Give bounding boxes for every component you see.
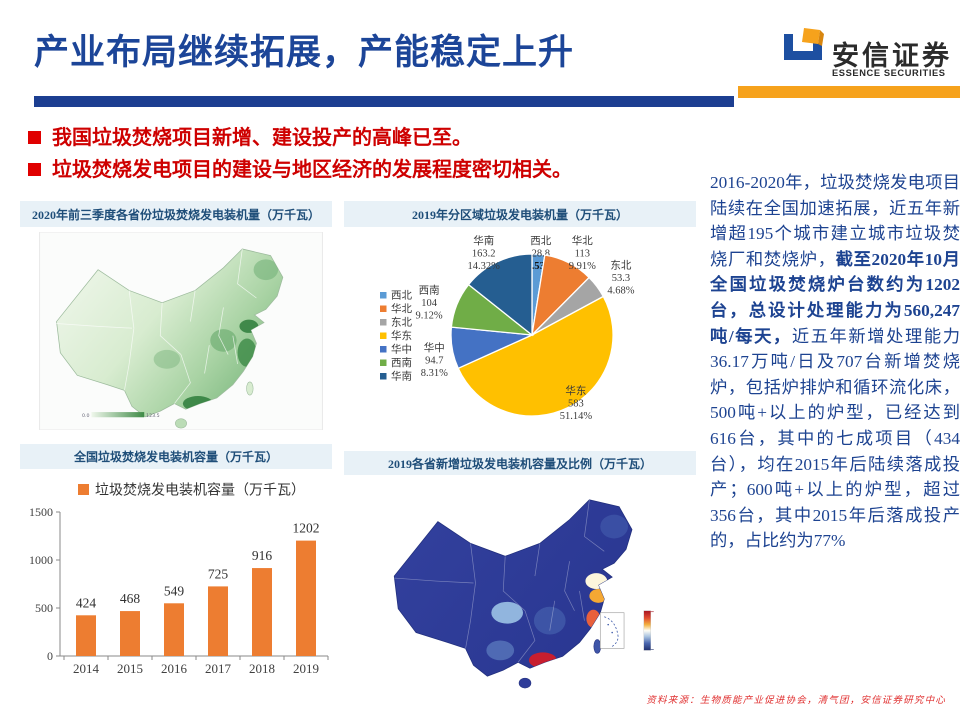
color-scale-bar	[643, 610, 654, 651]
hainan-island	[175, 418, 187, 429]
green-map-title: 2020年前三季度各省份垃圾焚烧发电装机量（万千瓦）	[20, 201, 332, 227]
pie-legend-label-华东: 华东	[391, 329, 412, 342]
x-category-label: 2017	[205, 661, 232, 676]
pie-legend-swatch-西南	[380, 359, 387, 366]
logo-name-en: ESSENCE SECURITIES	[832, 68, 946, 78]
bar-value-label: 916	[252, 548, 273, 563]
page-title: 产业布局继续拓展，产能稳定上升	[34, 33, 575, 72]
pie-label-东北: 东北 53.3 4.68%	[607, 259, 634, 297]
pie-legend-label-东北: 东北	[391, 316, 412, 329]
hainan-island	[518, 677, 532, 689]
logo-name-cn: 安信证券	[832, 41, 952, 71]
x-category-label: 2018	[249, 661, 275, 676]
green-legend-max: 123.5	[146, 413, 159, 419]
x-category-label: 2016	[161, 661, 188, 676]
y-tick-label: 1000	[29, 553, 53, 567]
pie-legend-swatch-华东	[380, 332, 387, 339]
title-underline	[34, 96, 734, 107]
bar-value-label: 1202	[293, 521, 320, 536]
bullet-text: 垃圾焚烧发电项目的建设与地区经济的发展程度密切相关。	[52, 159, 572, 181]
bullet-list: 我国垃圾焚烧项目新增、建设投产的高峰已至。 垃圾焚烧发电项目的建设与地区经济的发…	[28, 124, 572, 188]
logo-underline	[738, 86, 960, 98]
bar-2015	[120, 611, 140, 656]
bullet-square-icon	[28, 131, 41, 144]
pie-slice-华南	[467, 253, 533, 337]
province-borders	[394, 499, 605, 663]
x-category-label: 2019	[293, 661, 319, 676]
pie-legend-label-华南: 华南	[391, 370, 412, 383]
blue-map-title: 2019各省新增垃圾发电装机容量及比例（万千瓦）	[344, 451, 696, 475]
pie-legend-swatch-东北	[380, 319, 387, 326]
text-segment: 近五年新增处理能力36.17万吨/日及707台新增焚烧炉，包括炉排炉和循环流化床…	[710, 326, 960, 551]
province-borders	[56, 248, 257, 404]
essence-securities-logo: 安信证券 ESSENCE SECURITIES	[780, 26, 960, 86]
pie-label-华东: 华东 583 51.14%	[560, 384, 593, 422]
china-map-green: 0.0 123.5	[39, 232, 323, 430]
bar-chart-title: 全国垃圾焚烧发电装机容量（万千瓦）	[20, 444, 332, 469]
y-tick-label: 500	[35, 601, 53, 615]
pie-label-华南: 华南 163.2 14.32%	[468, 234, 501, 272]
province-shading	[153, 259, 279, 412]
south-china-sea-inset	[599, 612, 625, 649]
x-category-label: 2015	[117, 661, 143, 676]
pie-label-西南: 西南 104 9.12%	[416, 283, 443, 321]
green-legend-min: 0.0	[82, 413, 89, 419]
bullet-item: 垃圾焚烧发电项目的建设与地区经济的发展程度密切相关。	[28, 156, 572, 185]
pie-label-西北: 西北 28.8 2.53%	[526, 235, 555, 272]
pie-legend-swatch-华南	[380, 373, 387, 380]
bar-value-label: 424	[76, 595, 97, 610]
pie-label-华中: 华中 94.7 8.31%	[421, 341, 448, 379]
taiwan-island	[593, 639, 602, 654]
bar-2014	[76, 615, 96, 656]
text-segment-bold: 截至2020年10月全国垃圾焚烧炉台数约为1202台，总设计处理能力为560,2…	[710, 249, 960, 346]
y-tick-label: 0	[47, 649, 53, 663]
pie-legend-swatch-西北	[380, 292, 387, 299]
pie-legend-label-西北: 西北	[391, 290, 412, 302]
y-tick-label: 1500	[29, 505, 53, 519]
bullet-item: 我国垃圾焚烧项目新增、建设投产的高峰已至。	[28, 124, 572, 153]
bar-2017	[208, 586, 228, 656]
logo-icon	[784, 28, 824, 60]
pie-slice-华东	[457, 295, 614, 417]
pie-legend-swatch-华中	[380, 346, 387, 353]
bar-chart-svg: 垃圾焚烧发电装机容量（万千瓦） 0 500 1000 1500 424 2014 468 20…	[29, 482, 329, 676]
source-note: 资料来源：生物质能产业促进协会，清气团，安信证券研究中心	[646, 696, 946, 706]
pie-label-华北: 华北 113 9.91%	[569, 234, 596, 272]
pie-legend-label-华中: 华中	[391, 343, 412, 356]
text-segment: 2016-2020年，垃圾焚烧发电项目陆续在全国加速拓展，近五年新增超195个城…	[710, 173, 960, 269]
taiwan-island	[246, 381, 254, 396]
bar-value-label: 725	[208, 566, 229, 581]
right-column-text: 2016-2020年，垃圾焚烧发电项目陆续在全国加速拓展，近五年新增超195个城…	[710, 170, 960, 554]
pie-legend-label-华北: 华北	[391, 302, 412, 315]
province-shading	[486, 514, 629, 669]
bar-2018	[252, 568, 272, 656]
bar-legend-swatch	[78, 484, 89, 495]
bar-2019	[296, 540, 316, 656]
pie-chart-title: 2019年分区域垃圾发电装机量（万千瓦）	[344, 201, 696, 227]
pie-legend-label-西南: 西南	[391, 356, 412, 369]
bar-legend-label: 垃圾焚烧发电装机容量（万千瓦）	[95, 482, 305, 499]
bar-2016	[164, 603, 184, 656]
pie-legend-swatch-华北	[380, 305, 387, 312]
x-category-label: 2014	[73, 661, 100, 676]
bullet-square-icon	[28, 163, 41, 176]
bar-value-label: 549	[164, 583, 185, 598]
bullet-text: 我国垃圾焚烧项目新增、建设投产的高峰已至。	[52, 127, 472, 149]
bar-value-label: 468	[120, 591, 141, 606]
china-map-blue	[393, 499, 654, 689]
green-legend-gradient	[91, 412, 145, 418]
